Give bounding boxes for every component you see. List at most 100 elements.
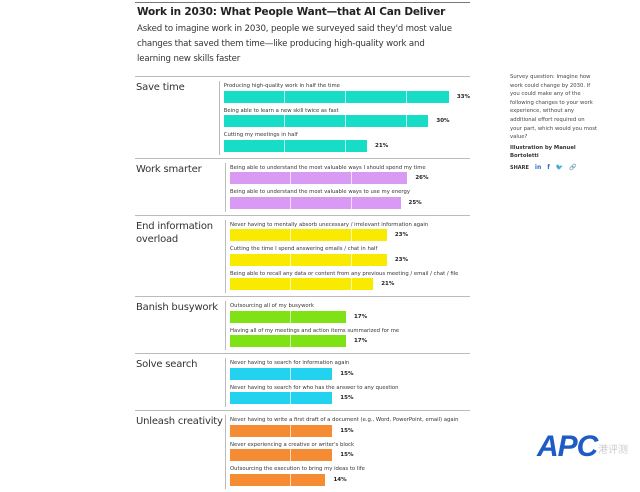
bar-label: Producing high-quality work in half the …	[223, 83, 340, 89]
bar-label: Being able to learn a new skill twice as…	[223, 107, 339, 114]
bar-item: Outsourcing the execution to bring my id…	[230, 464, 470, 489]
bar	[230, 229, 387, 241]
bar-value: 21%	[381, 281, 395, 287]
share-label: SHARE	[510, 164, 529, 171]
bar-label: Outsourcing all of my busywork	[230, 303, 314, 309]
bar-row: 21%	[230, 278, 470, 291]
bar-item: Cutting my meetings in half 21%	[223, 130, 470, 155]
bar-row: 15%	[230, 392, 470, 405]
bar-row: 21%	[223, 139, 470, 152]
bar-item: Never having to search for information a…	[230, 358, 470, 383]
linkedin-icon[interactable]: in	[534, 163, 542, 171]
bar-row: 23%	[230, 229, 470, 242]
survey-note-panel: Survey question: Imagine how work could …	[510, 73, 598, 173]
group-label: Save time	[136, 82, 185, 93]
group-items: Never having to write a first draft of a…	[225, 415, 470, 489]
bar-item: Being able to understand the most valuab…	[230, 163, 470, 188]
bar	[230, 392, 333, 404]
bar	[230, 424, 333, 437]
group-label: Solve search	[136, 359, 198, 370]
bar-row: 23%	[230, 253, 470, 266]
group-banish-busywork: Banish busywork Outsourcing all of my bus…	[135, 296, 470, 353]
bar-value: 15%	[340, 370, 354, 377]
top-rule	[135, 2, 470, 3]
facebook-icon[interactable]: f	[547, 163, 550, 171]
bar-value: 23%	[394, 232, 409, 238]
bar	[230, 310, 346, 323]
group-items: Never having to search for information a…	[225, 358, 470, 407]
bar-label: Never having to search for who has the a…	[230, 384, 399, 391]
group-items: Being able to understand the most valuab…	[225, 162, 470, 212]
share-bar: SHARE in f 🐦 🔗	[510, 164, 598, 173]
bar	[230, 172, 408, 184]
bar	[230, 473, 326, 486]
bar-row: 15%	[230, 424, 470, 437]
bar-item: Never having to mentally absorb unecessa…	[230, 220, 470, 245]
bar-label: Never having to mentally absorb unecessa…	[230, 221, 429, 228]
group-unleash-creativity: Unleash creativity Never having to write …	[135, 410, 470, 492]
bar-item: Having all of my meetings and action ite…	[230, 326, 470, 351]
page-title: Work in 2030: What People Want—that AI C…	[137, 6, 446, 18]
bar-item: Being able to recall any data or content…	[230, 269, 470, 294]
bar	[230, 367, 333, 380]
bar-value: 15%	[340, 452, 354, 458]
bar-item: Producing high-quality work in half the …	[223, 81, 470, 106]
group-save-time: Save time Producing high-quality work in …	[135, 76, 470, 158]
bar-label: Being able to recall any data or content…	[230, 270, 459, 277]
survey-question: Survey question: Imagine how work could …	[510, 74, 598, 141]
bar-label: Never having to write a first draft of a…	[230, 417, 459, 423]
bar	[230, 335, 346, 347]
bar	[223, 90, 449, 103]
illustration-credit: Illustration by Manuel Bortoletti	[510, 144, 576, 160]
link-icon[interactable]: 🔗	[569, 163, 577, 171]
bar-label: Being able to understand the most valuab…	[230, 189, 410, 195]
bar-value: 17%	[353, 338, 368, 344]
bar-label: Having all of my meetings and action ite…	[230, 327, 400, 334]
apc-watermark-logo: APC	[537, 430, 598, 463]
page-subtitle: Asked to imagine work in 2030, people we…	[137, 24, 452, 64]
bar-value: 23%	[394, 256, 409, 263]
bar-item: Being able to understand the most valuab…	[230, 187, 470, 212]
bar-item: Outsourcing all of my busywork 17%	[230, 301, 470, 326]
bar	[230, 449, 333, 461]
bar-value: 14%	[333, 476, 347, 483]
bar-value: 26%	[415, 175, 429, 181]
bar-value: 17%	[353, 313, 368, 320]
bar-label: Cutting the time I spend answering email…	[230, 246, 378, 252]
twitter-icon[interactable]: 🐦	[555, 163, 564, 171]
bar-item: Never experiencing a creative or writer'…	[230, 440, 470, 465]
bar-item: Never having to write a first draft of a…	[230, 415, 470, 440]
bar-row: 15%	[230, 449, 470, 462]
group-work-smarter: Work smarter Being able to understand the…	[135, 157, 470, 215]
bar-label: Never experiencing a creative or writer'…	[230, 441, 355, 448]
group-items: Outsourcing all of my busywork 17% Having …	[225, 301, 470, 350]
bar-label: Cutting my meetings in half	[223, 132, 298, 138]
bar	[230, 196, 401, 209]
bar-chart: Save time Producing high-quality work in …	[135, 76, 470, 492]
bar-item: Being able to learn a new skill twice as…	[223, 106, 470, 131]
bar-item: Never having to search for who has the a…	[230, 383, 470, 408]
group-label: Work smarter	[136, 163, 202, 175]
bar-row: 25%	[230, 196, 470, 209]
group-items: Never having to mentally absorb unecessa…	[225, 219, 470, 294]
group-label: Unleash creativity	[136, 416, 223, 427]
group-label: Banish busywork	[136, 302, 218, 313]
bar-value: 21%	[375, 142, 389, 149]
bar-item: Cutting the time I spend answering email…	[230, 244, 470, 269]
bar-row: 33%	[223, 90, 470, 103]
bar-row: 26%	[230, 172, 470, 185]
watermark-subtext: 港评测	[598, 445, 628, 456]
bar-row: 14%	[230, 473, 470, 486]
bar-row: 30%	[223, 115, 470, 128]
bar-value: 25%	[408, 199, 422, 206]
bar	[223, 115, 429, 127]
bar-label: Being able to understand the most valuab…	[230, 164, 426, 171]
bar-value: 30%	[436, 118, 450, 124]
bar	[230, 253, 387, 266]
group-label: End information overload	[136, 220, 213, 245]
bar-value: 33%	[456, 93, 470, 100]
bar-row: 17%	[230, 335, 470, 348]
bar-label: Outsourcing the execution to bring my id…	[230, 466, 365, 472]
bar-value: 15%	[340, 427, 354, 434]
group-end-information-overload: End information overload Never having to …	[135, 214, 470, 297]
